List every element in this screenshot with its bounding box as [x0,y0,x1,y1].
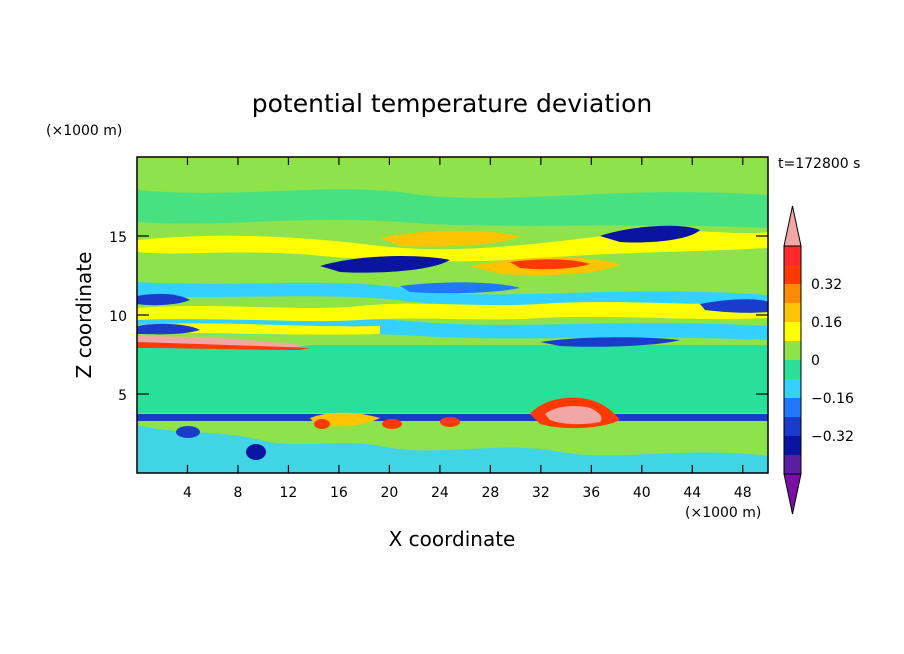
x-tick-label: 8 [233,485,242,501]
colorbar-segment [784,360,801,379]
feature-blue-7 [700,299,768,313]
colorbar-segment [784,341,801,360]
x-tick-label: 12 [280,485,298,501]
feature-blue-1 [320,256,450,273]
colorbar: 0.32 0.16 0 −0.16 −0.32 [783,205,854,515]
band-upper-green [137,189,768,228]
colorbar-tick-label: −0.16 [811,391,854,407]
x-tick-label: 16 [330,485,348,501]
colorbar-segment [784,417,801,436]
x-tick-label: 28 [481,485,499,501]
time-label: t=172800 s [778,156,860,172]
colorbar-segment [784,455,801,474]
x-tick-label: 20 [380,485,398,501]
boundary-layer-cyan [137,425,768,473]
feature-convection-red-3 [382,419,402,429]
x-tick-label: 36 [582,485,600,501]
y-axis-label: Z coordinate [72,252,96,379]
band-lower-green [137,345,768,413]
colorbar-lower-arrow [783,473,802,515]
feature-blue-2 [600,225,700,243]
feature-blue-8 [246,444,266,460]
colorbar-tick-label: 0.16 [811,315,842,331]
band-yellow-3 [137,323,380,335]
colorbar-segment [784,436,801,455]
y-tick-label: 10 [109,309,127,325]
feature-blue-3 [540,337,680,347]
x-tick-label: 44 [683,485,701,501]
feature-convection-red-4 [440,417,460,427]
colorbar-tick-label: −0.32 [811,429,854,445]
colorbar-segment [784,246,801,265]
feature-blue-5 [137,293,190,306]
colorbar-upper-arrow [783,205,802,247]
band-red-1 [510,259,590,270]
x-tick-label: 48 [734,485,752,501]
colorbar-segment [784,284,801,303]
band-orange-1 [380,230,520,247]
x-tick-label: 40 [633,485,651,501]
feature-convection-red-2 [314,419,330,429]
colorbar-segment [784,398,801,417]
colorbar-segment [784,265,801,284]
feature-blue-6 [137,323,200,335]
feature-convection-pink [545,406,602,425]
x-tick-label: 32 [532,485,550,501]
band-yellow-2 [137,302,768,322]
x-axis-ticks: 4 8 12 16 20 24 28 32 36 40 44 48 [183,157,752,501]
colorbar-frame [783,245,802,475]
y-axis-ticks: 5 10 15 [109,230,768,404]
colorbar-segment [784,303,801,322]
colorbar-tick-label: 0.32 [811,277,842,293]
feature-blue-9 [176,426,200,438]
x-tick-label: 24 [431,485,449,501]
y-tick-label: 5 [118,388,127,404]
y-unit-label: (×1000 m) [46,123,122,139]
y-tick-label: 15 [109,230,127,246]
colorbar-segment [784,322,801,341]
x-tick-label: 4 [183,485,192,501]
feature-red-streak [137,342,310,350]
band-cyan-1 [137,282,768,306]
feature-blue-4 [400,282,520,294]
chart-title: potential temperature deviation [252,89,652,118]
colorbar-tick-label: 0 [811,353,820,369]
x-unit-label: (×1000 m) [685,505,761,521]
colorbar-segment [784,379,801,398]
band-cyan-2 [137,318,768,340]
x-axis-label: X coordinate [389,527,516,551]
